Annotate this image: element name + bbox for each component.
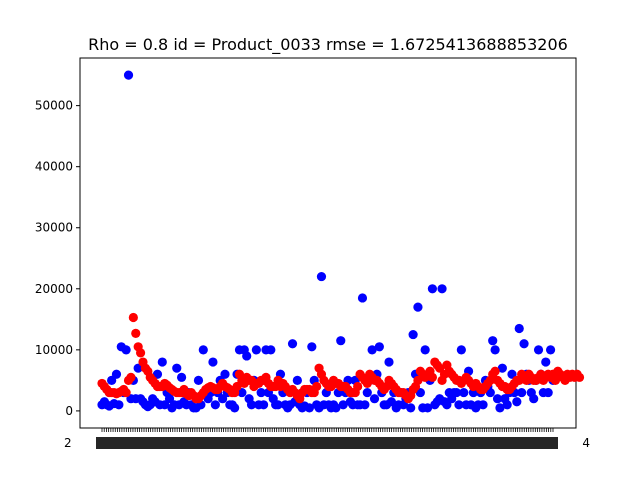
actual-point (123, 70, 134, 80)
y-tick-label: 40000 (35, 160, 73, 174)
actual-point (427, 284, 438, 294)
actual-point (490, 345, 500, 355)
y-tick-label: 20000 (35, 282, 73, 296)
actual-point (422, 403, 433, 413)
y-axis: 0 10000 20000 30000 40000 50000 (35, 99, 80, 418)
actual-point (111, 369, 122, 379)
actual-point (451, 387, 462, 398)
actual-point (406, 403, 416, 413)
actual-point (198, 345, 208, 355)
actual-point (357, 293, 368, 303)
actual-point (114, 400, 124, 410)
actual-point (384, 357, 394, 367)
y-tick-label: 10000 (35, 343, 73, 357)
actual-point (492, 394, 503, 404)
actual-point (292, 375, 302, 385)
actual-point (512, 397, 522, 407)
actual-point (266, 345, 276, 355)
actual-point (495, 403, 505, 413)
actual-point (331, 403, 341, 413)
actual-point (360, 400, 370, 410)
plot-area (79, 57, 577, 429)
actual-point (256, 387, 266, 398)
actual-point (242, 351, 252, 361)
predicted-point (312, 381, 322, 392)
actual-point (121, 345, 131, 355)
actual-point (210, 400, 220, 410)
actual-point (502, 400, 512, 410)
actual-point (338, 400, 348, 410)
actual-point (258, 400, 269, 410)
actual-point (545, 345, 556, 355)
actual-point (519, 339, 529, 349)
actual-point (454, 400, 464, 410)
actual-point (478, 400, 488, 410)
actual-point (307, 342, 317, 352)
predicted-point (128, 312, 138, 323)
y-tick-label: 50000 (35, 99, 73, 113)
actual-point (367, 345, 377, 355)
data-points (97, 70, 585, 413)
actual-point (543, 387, 553, 398)
actual-point (437, 284, 447, 294)
actual-point (517, 387, 527, 398)
actual-point (157, 357, 167, 367)
actual-point (336, 336, 346, 346)
actual-point (304, 403, 315, 413)
predicted-point (126, 372, 136, 382)
actual-point (172, 363, 182, 373)
x-tick-label: 2 (64, 436, 72, 450)
actual-point (369, 394, 380, 404)
predicted-point (353, 381, 363, 392)
actual-point (230, 403, 240, 413)
predicted-point (131, 328, 141, 338)
actual-point (287, 339, 298, 349)
actual-point (456, 345, 466, 355)
predicted-point (574, 372, 585, 382)
actual-point (420, 345, 430, 355)
actual-point (246, 400, 257, 410)
actual-point (193, 375, 204, 385)
actual-point (316, 271, 327, 282)
actual-point (273, 400, 283, 410)
y-tick-label: 0 (65, 404, 73, 418)
actual-point (251, 345, 261, 355)
predicted-point (427, 372, 438, 382)
actual-point (529, 394, 539, 404)
actual-point (459, 387, 469, 398)
predicted-point (490, 366, 500, 376)
actual-point (408, 329, 418, 340)
actual-point (362, 387, 372, 398)
actual-point (176, 372, 187, 382)
actual-point (541, 357, 551, 367)
actual-point (497, 363, 507, 373)
actual-point (208, 357, 218, 367)
actual-point (413, 302, 423, 312)
x-tick-labels-band (96, 437, 558, 449)
actual-point (514, 323, 524, 334)
predicted-point (121, 387, 131, 398)
x-tick-label: 4 (582, 436, 590, 450)
actual-point (533, 345, 544, 355)
y-tick-label: 30000 (35, 221, 73, 235)
chart-title: Rho = 0.8 id = Product_0033 rmse = 1.672… (88, 35, 568, 55)
actual-point (488, 336, 498, 346)
predicted-point (135, 348, 146, 358)
actual-point (374, 342, 384, 352)
actual-point (220, 369, 230, 379)
